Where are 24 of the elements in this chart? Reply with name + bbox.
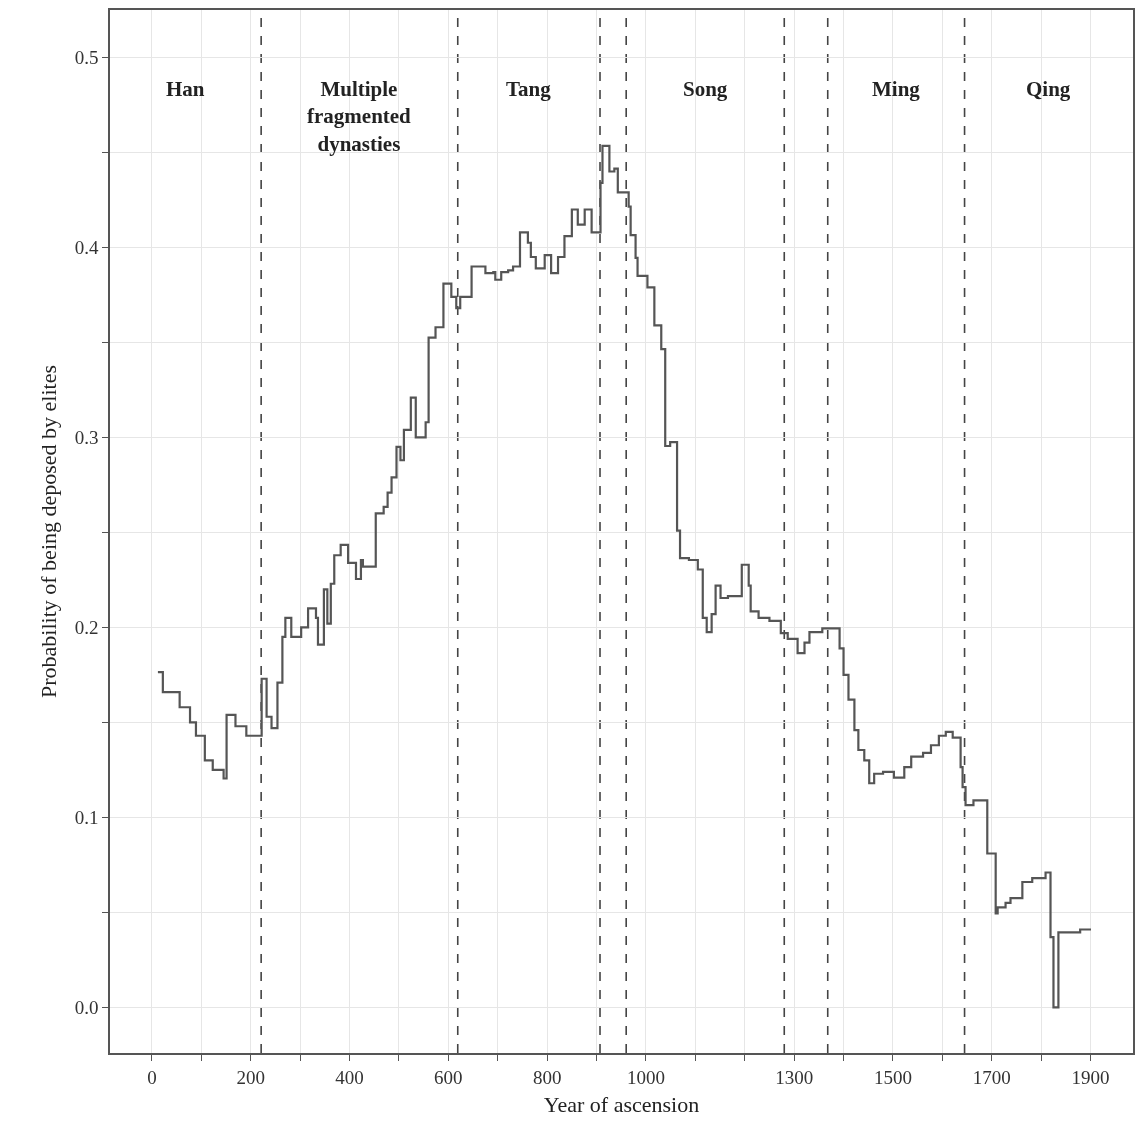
x-tick-label: 600 xyxy=(434,1066,463,1088)
annotation: Ming xyxy=(872,77,921,101)
y-tick-label: 0.0 xyxy=(74,997,99,1019)
x-tick-label: 1700 xyxy=(972,1066,1011,1088)
x-tick-label: 1900 xyxy=(1071,1066,1110,1088)
y-tick-label: 0.4 xyxy=(74,237,99,259)
y-tick-label: 0.2 xyxy=(74,617,99,639)
x-tick-label: 200 xyxy=(236,1066,266,1088)
annotation: Multiple fragmented dynasties xyxy=(307,77,412,156)
x-tick-label: 1000 xyxy=(626,1066,665,1088)
x-tick-label: 400 xyxy=(335,1066,364,1088)
x-tick-label: 800 xyxy=(532,1066,562,1088)
y-tick-label: 0.5 xyxy=(74,47,99,69)
y-tick-label: 0.1 xyxy=(74,807,99,829)
y-axis-title: Probability of being deposed by elites xyxy=(36,365,61,698)
x-tick-label: 1300 xyxy=(775,1066,814,1088)
x-tick-label: 1500 xyxy=(873,1066,912,1088)
annotation: Qing xyxy=(1026,77,1071,101)
annotation: Tang xyxy=(506,77,552,101)
annotation: Song xyxy=(683,77,728,101)
annotation: Han xyxy=(166,77,205,101)
y-tick-label: 0.3 xyxy=(74,427,99,449)
x-tick-label: 0 xyxy=(147,1066,157,1088)
x-axis-title: Year of ascension xyxy=(543,1091,700,1117)
